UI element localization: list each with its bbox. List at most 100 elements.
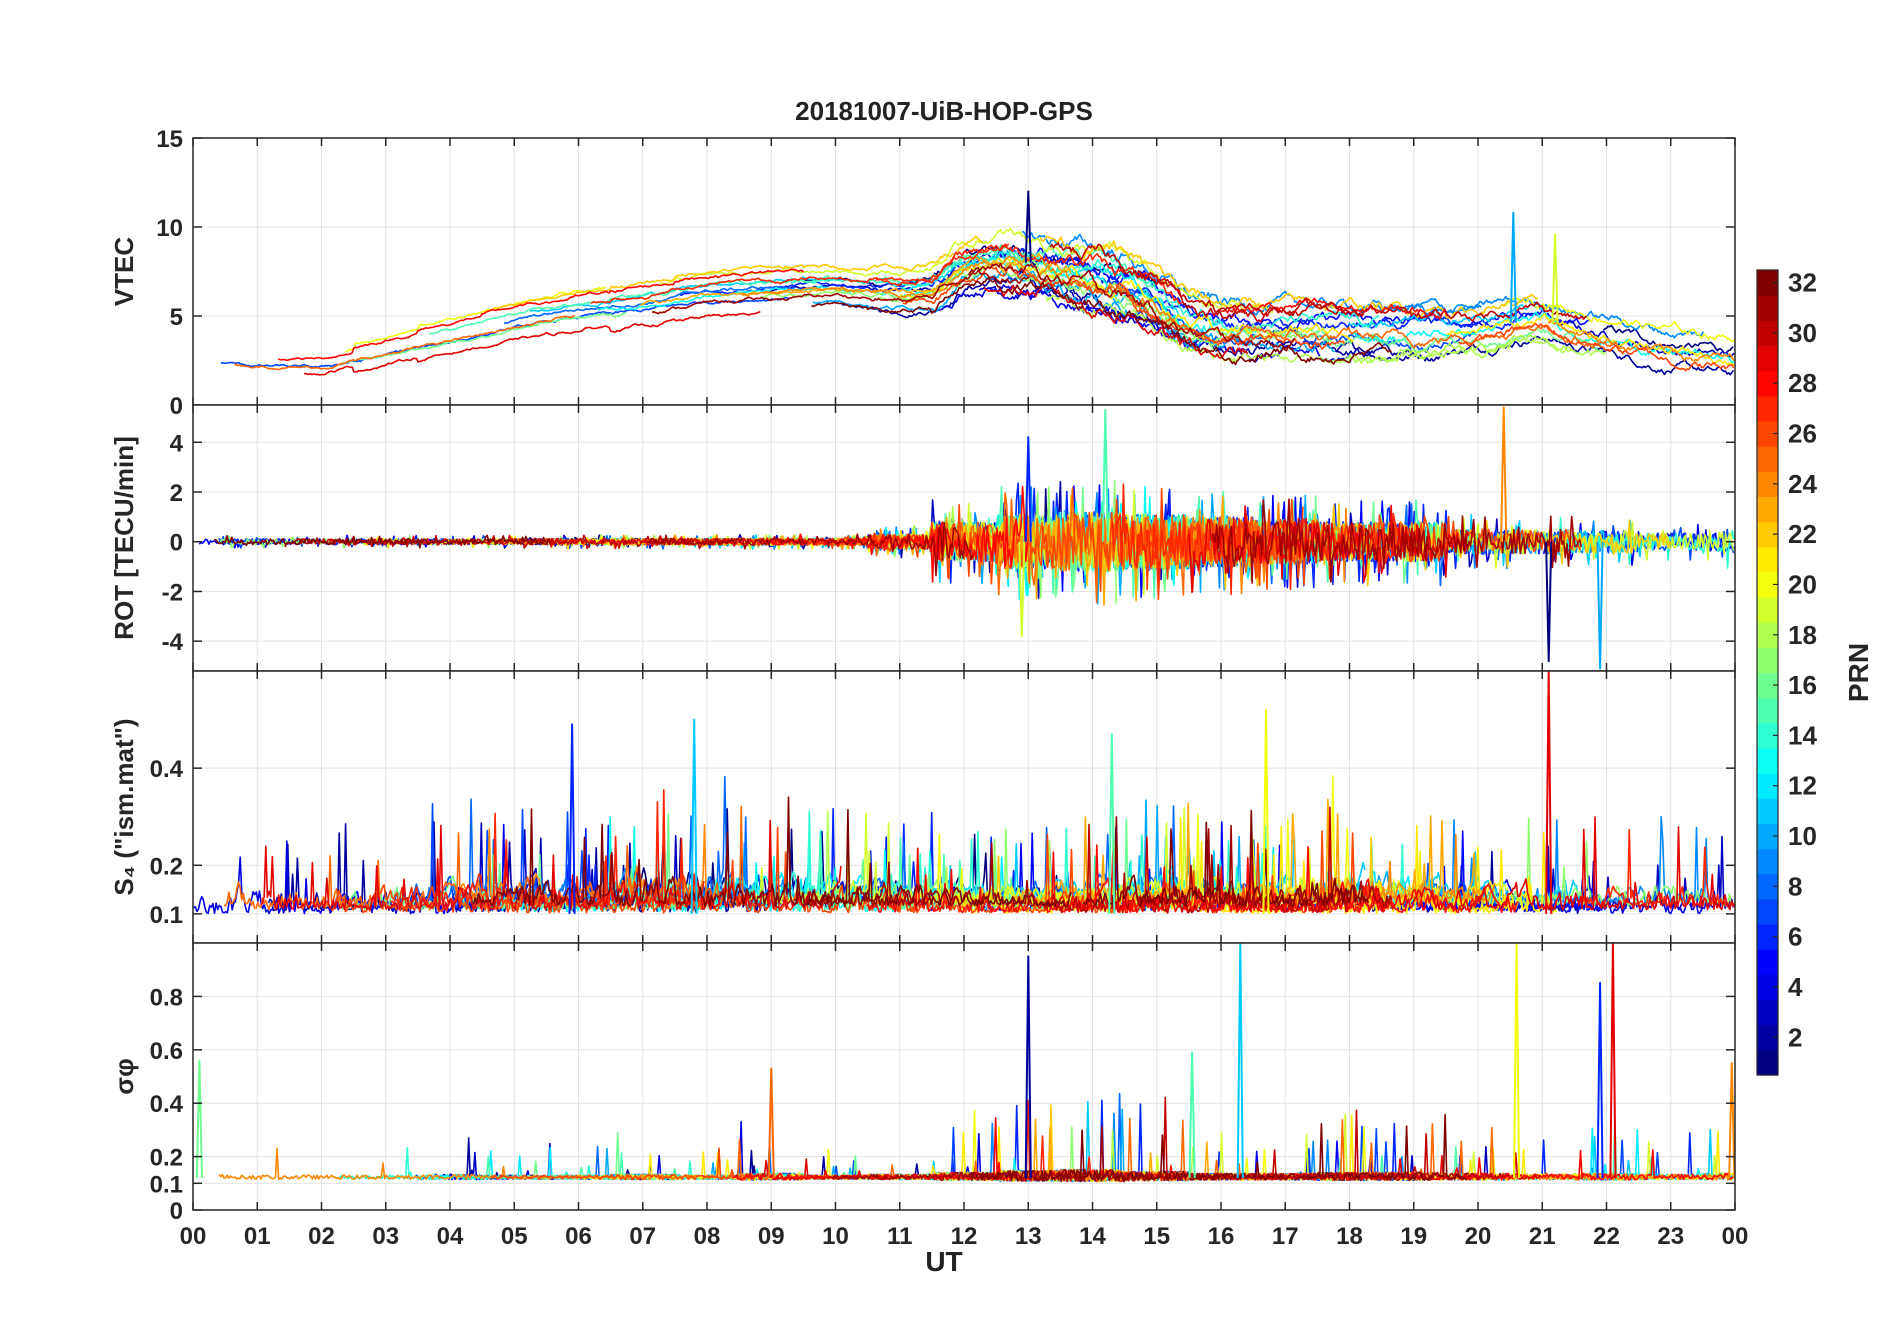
trace-prn-31	[646, 521, 974, 577]
colorbar-tick-label: 30	[1788, 318, 1817, 348]
x-axis-label: UT	[925, 1246, 962, 1277]
panel-vtec: 0 5 10 15 VTEC	[109, 126, 1736, 420]
colorbar-swatch	[1757, 873, 1778, 900]
colorbar-tick-label: 26	[1788, 419, 1817, 449]
trace-prn-30	[1049, 242, 1588, 322]
trace-prn-22	[1039, 235, 1539, 320]
x-tick-label: 07	[629, 1223, 656, 1250]
x-tick-label: 01	[244, 1223, 271, 1250]
trace-prn-8	[503, 285, 796, 324]
traces-s4	[193, 671, 1735, 915]
colorbar-swatch	[1757, 320, 1778, 347]
peak-marker	[1018, 541, 1026, 638]
x-tick-label: 21	[1529, 1223, 1556, 1250]
colorbar-tick-label: 14	[1788, 720, 1817, 750]
colorbar-tick-label: 28	[1788, 368, 1817, 398]
trace-prn-26	[1458, 323, 1735, 372]
peak-marker	[1728, 1062, 1735, 1179]
peak-marker	[767, 1067, 775, 1179]
trace-prn-1	[1602, 324, 1734, 356]
colorbar-frame	[1756, 269, 1779, 1076]
y-tick-label: 0.2	[150, 853, 183, 880]
trace-prn-21	[1446, 313, 1735, 367]
y-axis-label-sigma: σφ	[109, 1058, 139, 1094]
y-tick-label: 0.4	[150, 756, 184, 783]
trace-prn-29	[1359, 816, 1735, 911]
x-tick-label: 05	[501, 1223, 528, 1250]
colorbar-label: PRN	[1843, 643, 1874, 702]
trace-prn-32	[968, 1113, 1468, 1183]
colorbar-swatch	[1757, 999, 1778, 1026]
y-tick-label: 0.8	[150, 984, 183, 1011]
peak-marker	[1024, 436, 1032, 542]
trace-prn-29	[983, 282, 1249, 359]
y-tick-label: 4	[170, 430, 184, 457]
colorbar-swatch	[1757, 496, 1778, 523]
colorbar-swatch	[1757, 1024, 1778, 1051]
y-tick-label: 0	[170, 1198, 183, 1225]
peak-marker	[1188, 1051, 1196, 1179]
trace-prn-16	[340, 311, 627, 365]
y-tick-label: 0.1	[150, 1171, 183, 1198]
trace-prn-6	[1109, 271, 1536, 333]
trace-prn-4	[1520, 875, 1717, 915]
trace-prn-31	[1211, 498, 1583, 584]
colorbar-swatch	[1757, 747, 1778, 774]
y-axis-label-s4: S₄ ("ism.mat")	[109, 718, 139, 895]
y-tick-label: 0.2	[150, 1145, 183, 1172]
colorbar-tick-label: 6	[1788, 922, 1802, 952]
trace-prn-32	[472, 796, 1072, 908]
colorbar-swatch	[1757, 446, 1778, 472]
peak-marker	[690, 718, 698, 914]
traces-rot	[198, 406, 1735, 670]
colorbar-swatch	[1757, 697, 1778, 724]
y-tick-label: -4	[162, 629, 184, 656]
y-tick-label: -2	[162, 579, 183, 606]
peak-marker	[1609, 943, 1617, 1179]
colorbar-tick-label: 12	[1788, 771, 1817, 801]
y-tick-label: 5	[170, 304, 183, 331]
y-tick-label: 0	[170, 393, 183, 420]
peak-marker	[1500, 406, 1508, 542]
x-tick-label: 11	[887, 1223, 912, 1250]
x-tick-label: 04	[437, 1223, 464, 1250]
colorbar-tick-label: 8	[1788, 871, 1802, 901]
colorbar-tick-label: 24	[1788, 469, 1817, 499]
trace-prn-3	[1558, 320, 1735, 358]
peak-marker	[1545, 541, 1553, 663]
colorbar-swatch	[1757, 345, 1778, 372]
colorbar-tick-label: 10	[1788, 821, 1817, 851]
colorbar-swatch	[1757, 1049, 1778, 1076]
trace-prn-31	[967, 262, 1296, 352]
peak-marker	[1236, 943, 1244, 1179]
trace-prn-18	[1045, 294, 1572, 364]
trace-prn-24	[1547, 319, 1735, 362]
colorbar-swatch	[1757, 370, 1778, 397]
trace-prn-31	[651, 269, 1030, 315]
colorbar-swatch	[1757, 924, 1778, 950]
x-tick-label: 13	[1015, 1223, 1042, 1250]
y-tick-label: 0.6	[150, 1038, 183, 1065]
traces-sigma	[195, 943, 1735, 1183]
x-tick-label: 16	[1208, 1223, 1235, 1250]
trace-prn-30	[1258, 1133, 1511, 1181]
colorbar-tick-label: 32	[1788, 268, 1817, 298]
colorbar-tick-label: 16	[1788, 670, 1817, 700]
peak-marker	[1551, 233, 1559, 324]
colorbar-swatch	[1757, 672, 1778, 699]
colorbar-swatch	[1757, 798, 1778, 825]
panel-sigma: 00.10.2 0.4 0.6 0.8 σφ	[109, 942, 1736, 1225]
x-tick-label: 02	[308, 1223, 335, 1250]
trace-prn-25	[1115, 284, 1618, 349]
y-tick-label: 2	[170, 480, 183, 507]
x-tick-label: 19	[1400, 1223, 1427, 1250]
peak-marker	[1545, 671, 1553, 914]
colorbar-swatch	[1757, 949, 1778, 975]
colorbar-swatch	[1757, 471, 1778, 498]
y-axis-label-rot: ROT [TECU/min]	[109, 436, 139, 640]
colorbar-swatch	[1757, 546, 1778, 573]
trace-prn-32	[1082, 809, 1370, 908]
